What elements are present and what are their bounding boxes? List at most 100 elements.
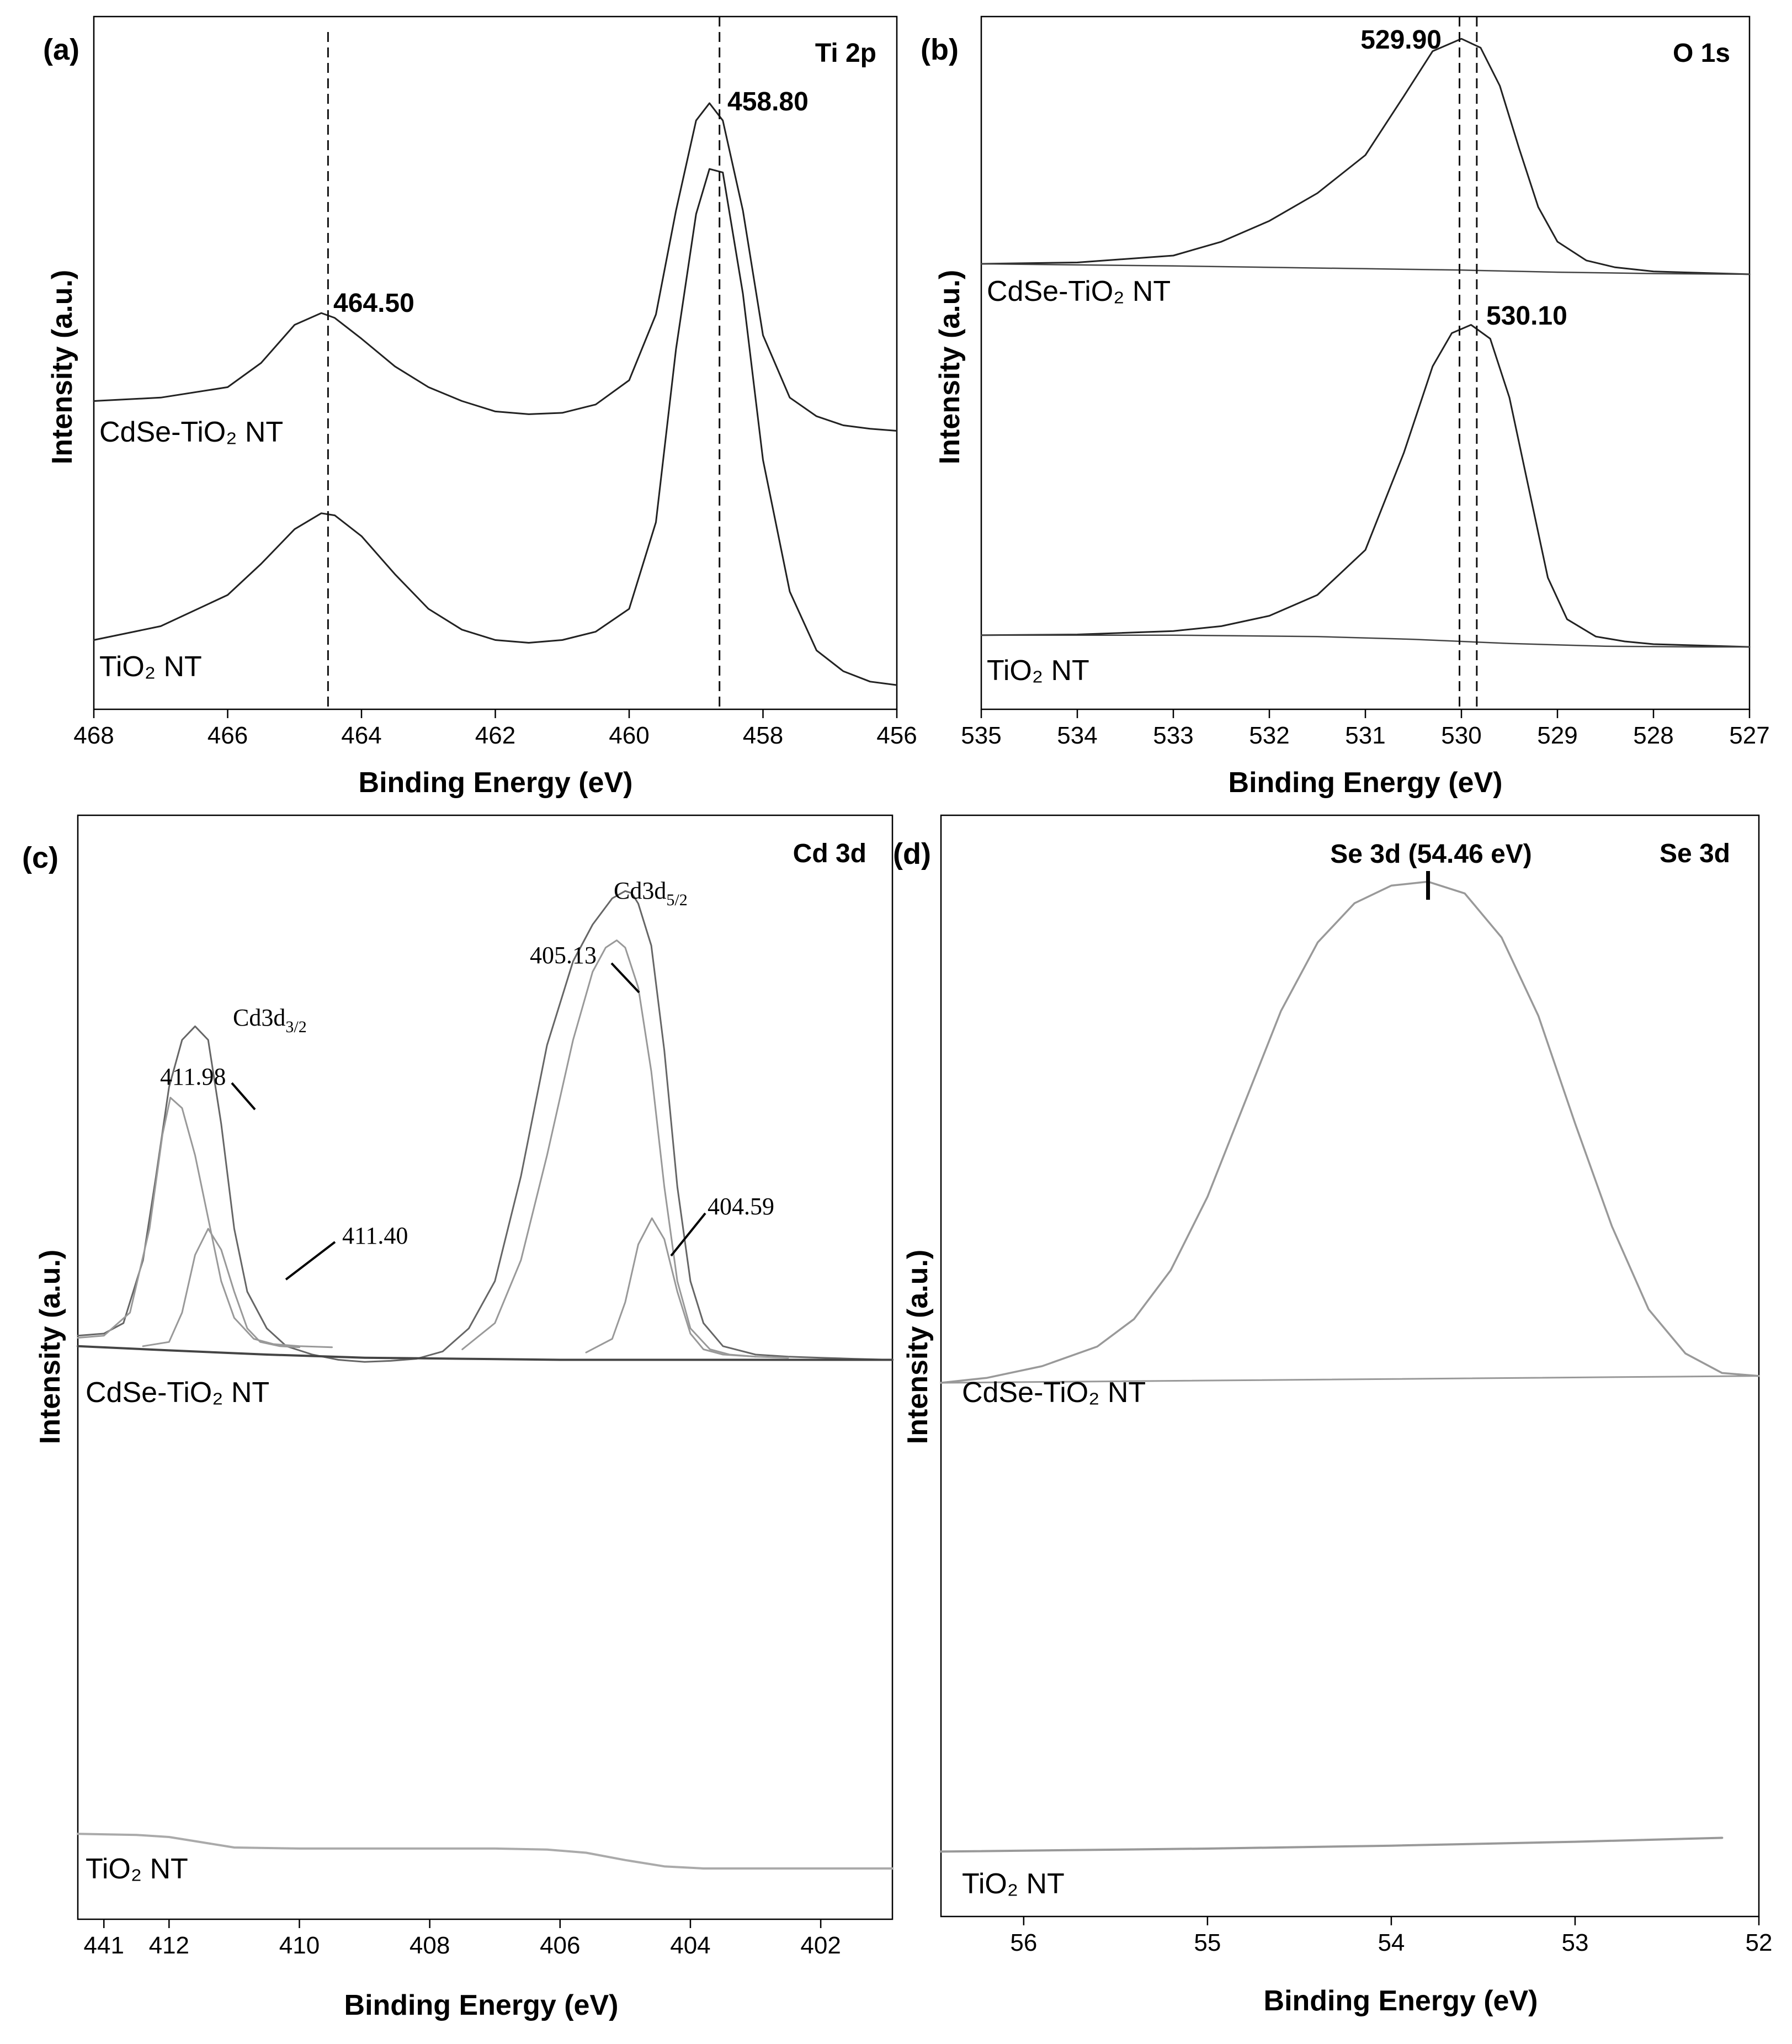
panel-a-peak-label-458: 458.80	[727, 87, 809, 116]
panel-c-peak-label-40459: 404.59	[708, 1193, 774, 1220]
panel-a-sample-label-cdse: CdSe-TiO₂ NT	[99, 416, 283, 448]
series-line-tio2-nt-baseline	[980, 634, 1751, 648]
panel-c-sample-label-cdse: CdSe-TiO₂ NT	[86, 1377, 269, 1409]
panel-a-sample-label-tio2: TiO₂ NT	[99, 651, 202, 683]
series-line-cd3d5-2-component-405-13	[461, 939, 789, 1359]
series-line-cd3d3-2-component-411-98	[77, 1097, 333, 1348]
panel-c-leader-40459	[670, 1212, 706, 1257]
panel-a-ylabel: Intensity (a.u.)	[46, 270, 78, 464]
x-tick-label: 54	[1378, 1929, 1405, 1956]
panel-c-peak-label-41198: 411.98	[160, 1063, 226, 1090]
panel-d-frame	[940, 814, 1760, 1918]
panel-b-peak-label-529: 529.90	[1360, 25, 1442, 55]
panel-a-element-label: Ti 2p	[815, 39, 876, 68]
panel-b-ylabel: Intensity (a.u.)	[934, 270, 966, 464]
panel-b-letter: (b)	[921, 33, 959, 66]
panel-d-plot: 56 55 54 53 52	[940, 871, 1773, 1956]
series-line-cdse-tio2-nt-baseline	[980, 263, 1751, 275]
panel-c-leader-lines	[231, 962, 706, 1281]
x-tick-label: 402	[800, 1932, 841, 1959]
panel-c-peak-label-40513: 405.13	[530, 942, 597, 969]
series-line-cdse-tio2-nt	[93, 102, 898, 432]
panel-d-sample-label-tio2: TiO₂ NT	[962, 1868, 1065, 1900]
x-tick-label: 53	[1561, 1929, 1588, 1956]
series-line-cdse-tio2-nt-envelope	[77, 890, 894, 1363]
panel-c-cd3d52-sub: 5/2	[666, 891, 687, 909]
panel-c-xlabel: Binding Energy (eV)	[344, 1989, 619, 2021]
x-tick-label: 52	[1746, 1929, 1773, 1956]
x-tick-label: 468	[73, 722, 114, 749]
x-tick-label: 530	[1441, 722, 1481, 749]
series-line-cdse-tio2-nt-background	[940, 1375, 1760, 1384]
panel-b: 535 534 533 532 531 530 529 528 527 (b) O 1s 529…	[921, 15, 1770, 799]
x-tick-label: 528	[1633, 722, 1673, 749]
x-tick-label: 404	[670, 1932, 710, 1959]
panel-c-leader-41198	[231, 1082, 256, 1111]
x-tick-label: 460	[609, 722, 649, 749]
panel-b-peak-label-530: 530.10	[1486, 301, 1567, 331]
series-line-tio2-nt	[77, 1833, 894, 1870]
x-tick-label: 534	[1057, 722, 1097, 749]
panel-b-plot: 535 534 533 532 531 530 529 528 527	[961, 17, 1770, 749]
x-tick-label: 56	[1010, 1929, 1037, 1956]
panel-b-sample-label-tio2: TiO₂ NT	[987, 655, 1089, 687]
x-tick-label: 441	[84, 1932, 124, 1959]
panel-c-cd3d32-label: Cd3d3/2	[233, 1004, 307, 1036]
x-tick-label: 408	[410, 1932, 450, 1959]
panel-a-xlabel: Binding Energy (eV)	[359, 767, 633, 799]
panel-d: 56 55 54 53 52 (d) Se 3d Se 3d (54.46 eV) Cd…	[893, 814, 1773, 2017]
panel-d-element-label: Se 3d	[1660, 839, 1730, 868]
panel-a: 468 466 464 462 460 458 456 (a) Ti 2p 464.50 4…	[43, 15, 917, 799]
series-line-tio2-nt	[980, 324, 1751, 648]
x-tick-label: 466	[208, 722, 248, 749]
series-line-cdse-tio2-nt	[980, 38, 1751, 275]
panel-c-plot: 441 412 410 408 406 404 402	[77, 890, 894, 1959]
panel-c: 441 412 410 408 406 404 402 (c) Cd 3d Cd3d3/2 …	[22, 814, 894, 2021]
panel-c-cd3d32-main: Cd3d	[233, 1004, 285, 1031]
x-tick-label: 406	[540, 1932, 580, 1959]
series-line-cdse-tio2-nt-background	[77, 1345, 894, 1361]
panel-d-peak-label: Se 3d (54.46 eV)	[1330, 840, 1532, 869]
series-line-cd3d5-2-component-404-59	[585, 1217, 757, 1358]
x-tick-label: 412	[149, 1932, 189, 1959]
panel-c-frame	[77, 814, 894, 1920]
x-tick-label: 55	[1194, 1929, 1221, 1956]
x-tick-label: 532	[1249, 722, 1289, 749]
panel-c-cd3d52-main: Cd3d	[614, 877, 666, 904]
panel-c-leader-41140	[285, 1241, 336, 1281]
x-tick-label: 458	[743, 722, 783, 749]
x-tick-label: 535	[961, 722, 1001, 749]
x-tick-label: 529	[1537, 722, 1577, 749]
panel-a-plot: 468 466 464 462 460 458 456	[73, 17, 917, 749]
panel-a-peak-label-464: 464.50	[333, 289, 414, 318]
panel-d-xlabel: Binding Energy (eV)	[1264, 1985, 1538, 2017]
panel-d-sample-label-cdse: CdSe-TiO₂ NT	[962, 1377, 1146, 1409]
series-line-cd3d3-2-component-411-40	[142, 1228, 300, 1348]
panel-c-cd3d32-sub: 3/2	[285, 1018, 306, 1036]
x-tick-label: 410	[279, 1932, 320, 1959]
panel-b-element-label: O 1s	[1673, 39, 1730, 68]
x-tick-label: 462	[475, 722, 515, 749]
panel-c-peak-label-41140: 411.40	[342, 1222, 408, 1249]
panel-c-ylabel: Intensity (a.u.)	[34, 1250, 66, 1444]
panel-c-element-label: Cd 3d	[793, 839, 866, 868]
series-line-tio2-nt	[93, 168, 898, 686]
x-tick-label: 464	[341, 722, 381, 749]
panel-c-cd3d52-label: Cd3d5/2	[614, 877, 688, 909]
panel-b-sample-label-cdse: CdSe-TiO₂ NT	[987, 275, 1171, 307]
panel-c-leader-40513	[610, 962, 640, 994]
x-tick-label: 533	[1153, 722, 1193, 749]
panel-d-ylabel: Intensity (a.u.)	[902, 1250, 934, 1444]
panel-b-xlabel: Binding Energy (eV)	[1229, 767, 1503, 799]
panel-a-frame	[93, 15, 898, 710]
panel-d-letter: (d)	[893, 837, 931, 870]
series-line-tio2-nt	[940, 1836, 1724, 1853]
x-tick-label: 531	[1345, 722, 1385, 749]
panel-a-letter: (a)	[43, 33, 79, 66]
panel-c-letter: (c)	[22, 841, 59, 874]
series-line-cdse-tio2-nt	[940, 880, 1760, 1384]
panel-c-sample-label-tio2: TiO₂ NT	[86, 1853, 188, 1885]
x-tick-label: 527	[1729, 722, 1769, 749]
x-tick-label: 456	[876, 722, 917, 749]
